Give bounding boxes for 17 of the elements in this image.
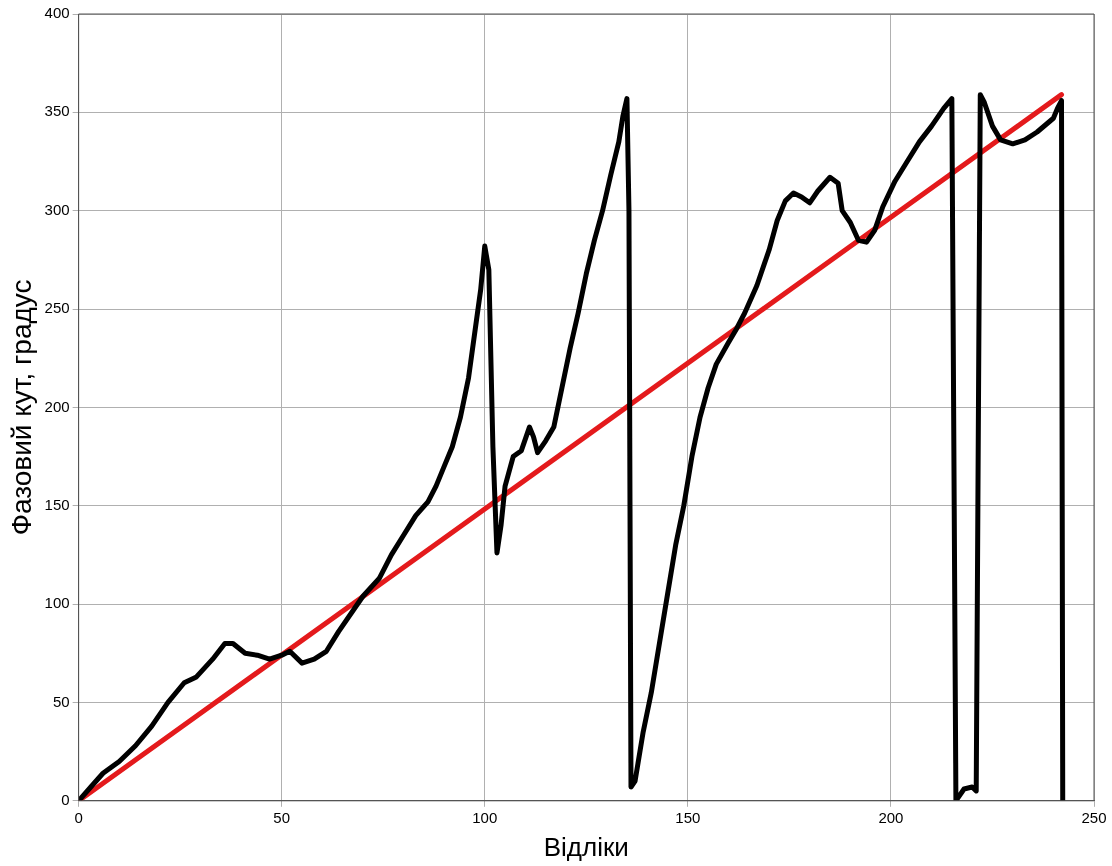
x-tick-label: 200 [878, 808, 904, 826]
y-axis-title: Фазовий кут, градус [5, 279, 37, 536]
x-tick-label: 100 [472, 808, 498, 826]
y-tick-label: 200 [44, 397, 70, 415]
x-tick-label: 250 [1081, 808, 1107, 826]
y-tick-label: 350 [44, 102, 70, 120]
y-tick-label: 300 [44, 200, 70, 218]
y-tick-label: 100 [44, 594, 70, 612]
x-tick-label: 50 [273, 808, 291, 826]
y-tick-label: 400 [44, 4, 70, 22]
x-tick-label: 150 [675, 808, 701, 826]
y-tick-label: 250 [44, 299, 70, 317]
y-tick-label: 150 [44, 495, 70, 513]
x-tick-label: 0 [74, 808, 83, 826]
y-tick-label: 0 [61, 790, 70, 808]
y-tick-label: 50 [52, 692, 70, 710]
x-axis-title: Відліки [543, 831, 629, 862]
